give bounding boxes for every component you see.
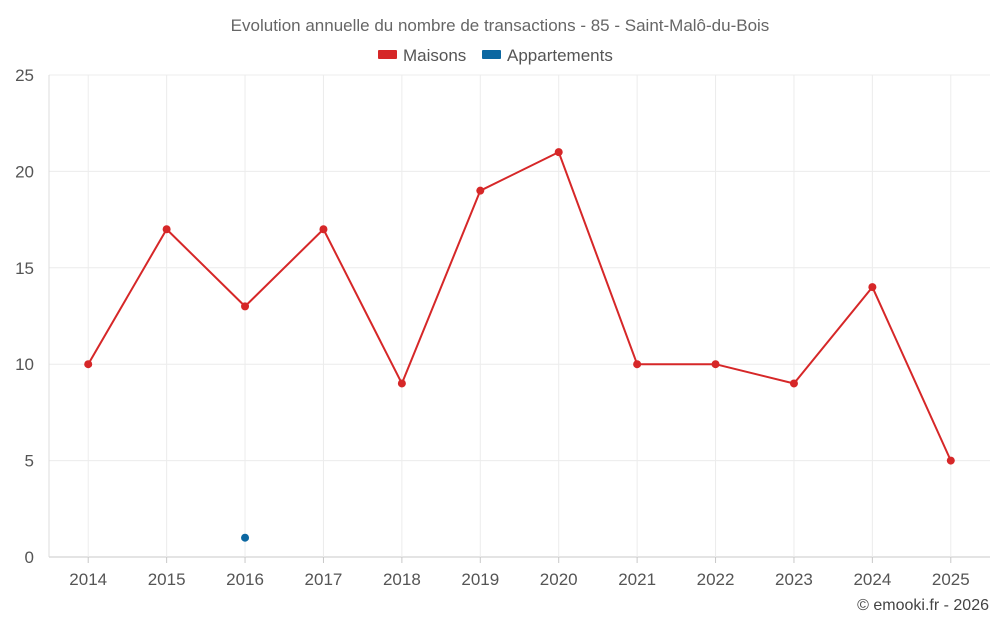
data-point-maisons[interactable] bbox=[789, 379, 798, 388]
series-line-maisons bbox=[87, 151, 952, 462]
data-point-maisons[interactable] bbox=[162, 225, 171, 234]
x-tick-label: 2018 bbox=[383, 570, 421, 589]
series-layer bbox=[84, 148, 955, 542]
data-point-maisons[interactable] bbox=[633, 360, 642, 369]
x-tick-label: 2025 bbox=[932, 570, 970, 589]
data-point-maisons[interactable] bbox=[554, 148, 563, 157]
x-tick-label: 2024 bbox=[853, 570, 891, 589]
legend-swatch-appartements bbox=[482, 50, 501, 59]
x-tick-label: 2021 bbox=[618, 570, 656, 589]
y-tick-label: 20 bbox=[15, 162, 34, 181]
x-tick-label: 2020 bbox=[540, 570, 578, 589]
legend-label-appartements: Appartements bbox=[507, 46, 613, 65]
y-tick-label: 5 bbox=[25, 452, 34, 471]
data-point-maisons[interactable] bbox=[946, 456, 955, 465]
y-tick-label: 0 bbox=[25, 548, 34, 567]
x-tick-label: 2014 bbox=[69, 570, 107, 589]
data-point-maisons[interactable] bbox=[397, 379, 406, 388]
data-point-maisons[interactable] bbox=[711, 360, 720, 369]
x-tick-label: 2019 bbox=[461, 570, 499, 589]
x-tick-label: 2023 bbox=[775, 570, 813, 589]
data-point-maisons[interactable] bbox=[476, 186, 485, 195]
x-tick-label: 2017 bbox=[305, 570, 343, 589]
y-tick-label: 25 bbox=[15, 66, 34, 85]
legend-label-maisons: Maisons bbox=[403, 46, 466, 65]
x-tick-label: 2016 bbox=[226, 570, 264, 589]
legend: Maisons Appartements bbox=[378, 46, 613, 65]
data-point-maisons[interactable] bbox=[868, 283, 877, 292]
credit-text: © emooki.fr - 2026 bbox=[857, 597, 989, 614]
legend-swatch-maisons bbox=[378, 50, 397, 59]
data-point-maisons[interactable] bbox=[241, 302, 250, 311]
x-tick-label: 2022 bbox=[697, 570, 735, 589]
data-point-maisons[interactable] bbox=[319, 225, 328, 234]
y-tick-label: 10 bbox=[15, 355, 34, 374]
data-point-appartements[interactable] bbox=[241, 533, 250, 542]
data-point-maisons[interactable] bbox=[84, 360, 93, 369]
legend-item-maisons[interactable]: Maisons bbox=[378, 46, 466, 65]
x-tick-label: 2015 bbox=[148, 570, 186, 589]
chart-title: Evolution annuelle du nombre de transact… bbox=[231, 16, 770, 35]
legend-item-appartements[interactable]: Appartements bbox=[482, 46, 613, 65]
y-tick-label: 15 bbox=[15, 259, 34, 278]
